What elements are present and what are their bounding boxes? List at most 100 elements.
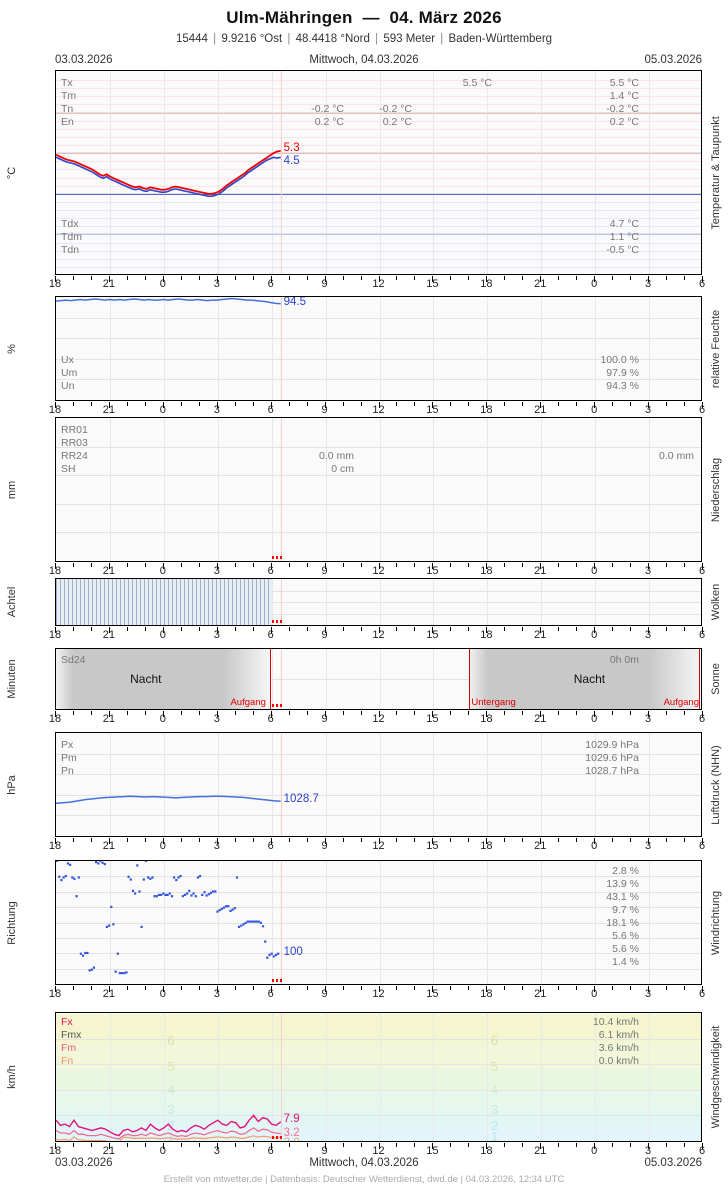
beaufort-label: 5 [167,1058,175,1074]
x-tick [630,563,632,567]
x-tick-label: 18 [48,629,62,641]
panel-title-pressure: Luftdruck (NHN) [710,744,722,825]
x-tick [450,402,452,406]
x-axis-clouds: 18 21 0 3 6 9 12 15 18 21 0 3 6 [49,627,705,641]
x-tick [522,838,524,842]
x-tick [378,838,380,844]
x-tick [198,627,200,631]
x-tick [468,1143,470,1147]
x-tick [55,711,56,717]
x-tick [648,276,650,282]
gridline-v [325,418,327,561]
x-tick-label: 21 [102,1145,116,1157]
x-tick [144,276,146,280]
stat-text: Tm [61,90,77,102]
x-tick [270,563,272,569]
x-tick-label: 6 [267,629,274,641]
gridline-v [595,861,597,984]
x-tick [360,838,362,842]
value-label: 3.2 [283,1126,300,1139]
x-tick [540,627,542,633]
x-tick [252,838,254,842]
x-tick-label: 9 [321,840,328,852]
x-tick [648,627,650,633]
x-tick-label: 9 [321,1145,328,1157]
x-tick [126,1143,128,1147]
x-tick [576,402,578,406]
x-tick-label: 3 [213,1145,220,1157]
x-tick [468,563,470,567]
series-path [56,149,281,195]
x-tick [270,627,272,633]
x-tick-label: 18 [480,1145,493,1157]
gridline-v [649,1013,651,1141]
gridline-h [56,338,701,340]
x-tick-label: 6 [698,988,706,1000]
x-tick [630,711,632,715]
x-tick [612,627,614,631]
x-tick [378,276,380,282]
date-prev-top: 03.03.2026 [55,54,113,66]
x-tick [684,402,686,406]
x-tick [666,711,668,715]
gridline-h [56,679,701,680]
x-tick [72,986,74,990]
x-tick [576,276,578,280]
gridline-h [56,922,701,924]
x-tick [702,276,703,282]
stat-text: Pn [61,765,74,777]
x-tick [252,1143,254,1147]
x-tick [252,986,254,990]
x-tick [234,627,236,631]
x-tick [558,563,560,567]
x-tick-label: 3 [645,988,652,1000]
temp-band [56,169,701,171]
x-tick [270,402,272,408]
x-tick-label: 15 [426,713,439,725]
temp-band [56,266,701,268]
value-label: 4.5 [283,155,300,168]
x-tick [612,838,614,842]
x-tick-label: 0 [159,988,166,1000]
gridline-v [541,733,543,836]
x-tick [216,1143,218,1149]
x-tick-label: 18 [480,629,493,641]
x-tick [486,402,488,408]
x-tick [144,1143,146,1147]
x-tick [342,1143,344,1147]
x-tick [288,986,290,990]
x-tick [252,276,254,280]
x-tick [378,711,380,717]
stat-text: 10.4 km/h [592,1016,639,1028]
gridline-v [649,71,651,274]
beaufort-label: 3 [490,1102,499,1118]
x-tick [72,276,74,280]
temp-band [56,136,701,138]
gridline-h [56,317,701,319]
x-tick-label: 18 [48,1145,62,1157]
x-tick [396,838,398,842]
series-path [56,1114,282,1137]
beaufort-label: 6 [490,1033,499,1049]
gridline-v [325,861,327,984]
x-tick-label: 21 [534,278,547,290]
sunset-line [469,649,471,709]
x-tick [216,276,218,282]
x-tick [450,627,452,631]
gridline-v [649,579,651,625]
gridline-v [163,861,165,984]
x-tick [90,627,92,631]
x-tick-label: 18 [48,278,62,290]
x-tick-label: 21 [534,988,547,1000]
x-tick [306,563,308,567]
x-tick [324,402,326,408]
gridline-v [379,418,381,561]
panel-title-precipitation: Niederschlag [710,457,722,522]
gridline-h [56,794,701,796]
gridline-v [433,418,435,561]
x-tick [558,986,560,990]
beaufort-label: 6 [167,1033,175,1049]
beaufort-label: 5 [490,1058,499,1074]
x-tick [468,711,470,715]
gridline-v [379,861,381,984]
